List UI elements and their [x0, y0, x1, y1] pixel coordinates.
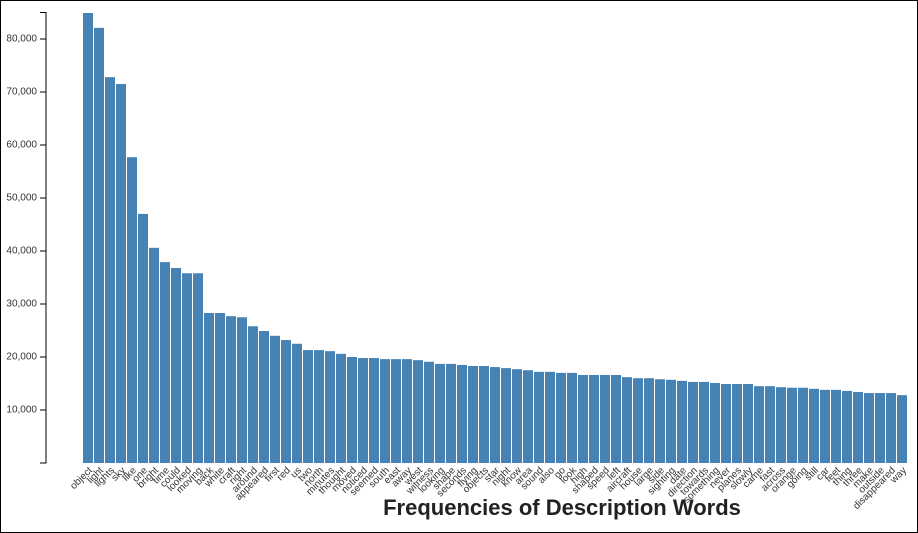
y-tick-label: 30,000 [6, 299, 37, 310]
bar [281, 340, 291, 463]
bar [622, 377, 632, 463]
bar [710, 382, 720, 463]
bar [831, 389, 841, 463]
bar [325, 351, 335, 463]
bar [886, 393, 896, 463]
bar [666, 379, 676, 463]
bar [226, 316, 236, 463]
bar [292, 343, 302, 463]
bar [369, 358, 379, 463]
bar [820, 389, 830, 463]
bar [853, 391, 863, 463]
bar [83, 13, 93, 464]
bar [556, 372, 566, 463]
bar [402, 359, 412, 463]
bar [303, 350, 313, 463]
bar [259, 331, 269, 463]
bar [391, 359, 401, 463]
bar [94, 27, 104, 464]
bar [677, 380, 687, 463]
bar [413, 360, 423, 463]
bar [655, 379, 665, 463]
bar [787, 387, 797, 463]
bar [127, 157, 137, 463]
bar [545, 371, 555, 463]
bar [754, 386, 764, 463]
bar [270, 335, 280, 463]
bar [193, 273, 203, 463]
bar [468, 366, 478, 463]
bar [138, 213, 148, 463]
bar [149, 247, 159, 463]
bar [380, 359, 390, 463]
bar [501, 368, 511, 463]
bar [589, 375, 599, 463]
bar [479, 366, 489, 463]
bar [160, 262, 170, 463]
bar [897, 395, 907, 463]
bar [732, 384, 742, 463]
bar [809, 388, 819, 463]
bar [424, 361, 434, 463]
bar [490, 367, 500, 463]
bar [644, 378, 654, 463]
bar [842, 390, 852, 463]
y-tick-label: 40,000 [6, 246, 37, 257]
bar [105, 77, 115, 463]
bar [435, 363, 445, 463]
bar [182, 273, 192, 463]
bar [798, 387, 808, 463]
bar [534, 371, 544, 463]
bar [446, 363, 456, 463]
bar [523, 370, 533, 463]
y-tick-label: 80,000 [6, 34, 37, 45]
bar [237, 317, 247, 463]
y-tick-label: 20,000 [6, 352, 37, 363]
bar [336, 353, 346, 463]
y-tick-label: 10,000 [6, 405, 37, 416]
bar [688, 381, 698, 463]
bar [875, 393, 885, 463]
bar [248, 326, 258, 463]
bar [743, 384, 753, 463]
bar [776, 387, 786, 463]
bar [567, 372, 577, 463]
bar [347, 357, 357, 463]
bar [457, 364, 467, 463]
bar [721, 384, 731, 463]
bar [765, 386, 775, 463]
bar [512, 369, 522, 463]
bar [633, 378, 643, 463]
chart-title: Frequencies of Description Words [383, 495, 741, 520]
bar [215, 313, 225, 463]
y-tick-label: 50,000 [6, 193, 37, 204]
bar [116, 84, 126, 464]
y-tick-label: 70,000 [6, 87, 37, 98]
y-axis [40, 12, 47, 464]
bar [204, 313, 214, 463]
bar [358, 358, 368, 463]
bar [171, 267, 181, 463]
bar [699, 381, 709, 463]
bar [864, 393, 874, 463]
bar [611, 375, 621, 463]
bar [578, 375, 588, 463]
y-tick-label: 60,000 [6, 140, 37, 151]
bar [600, 375, 610, 463]
bar [314, 350, 324, 463]
